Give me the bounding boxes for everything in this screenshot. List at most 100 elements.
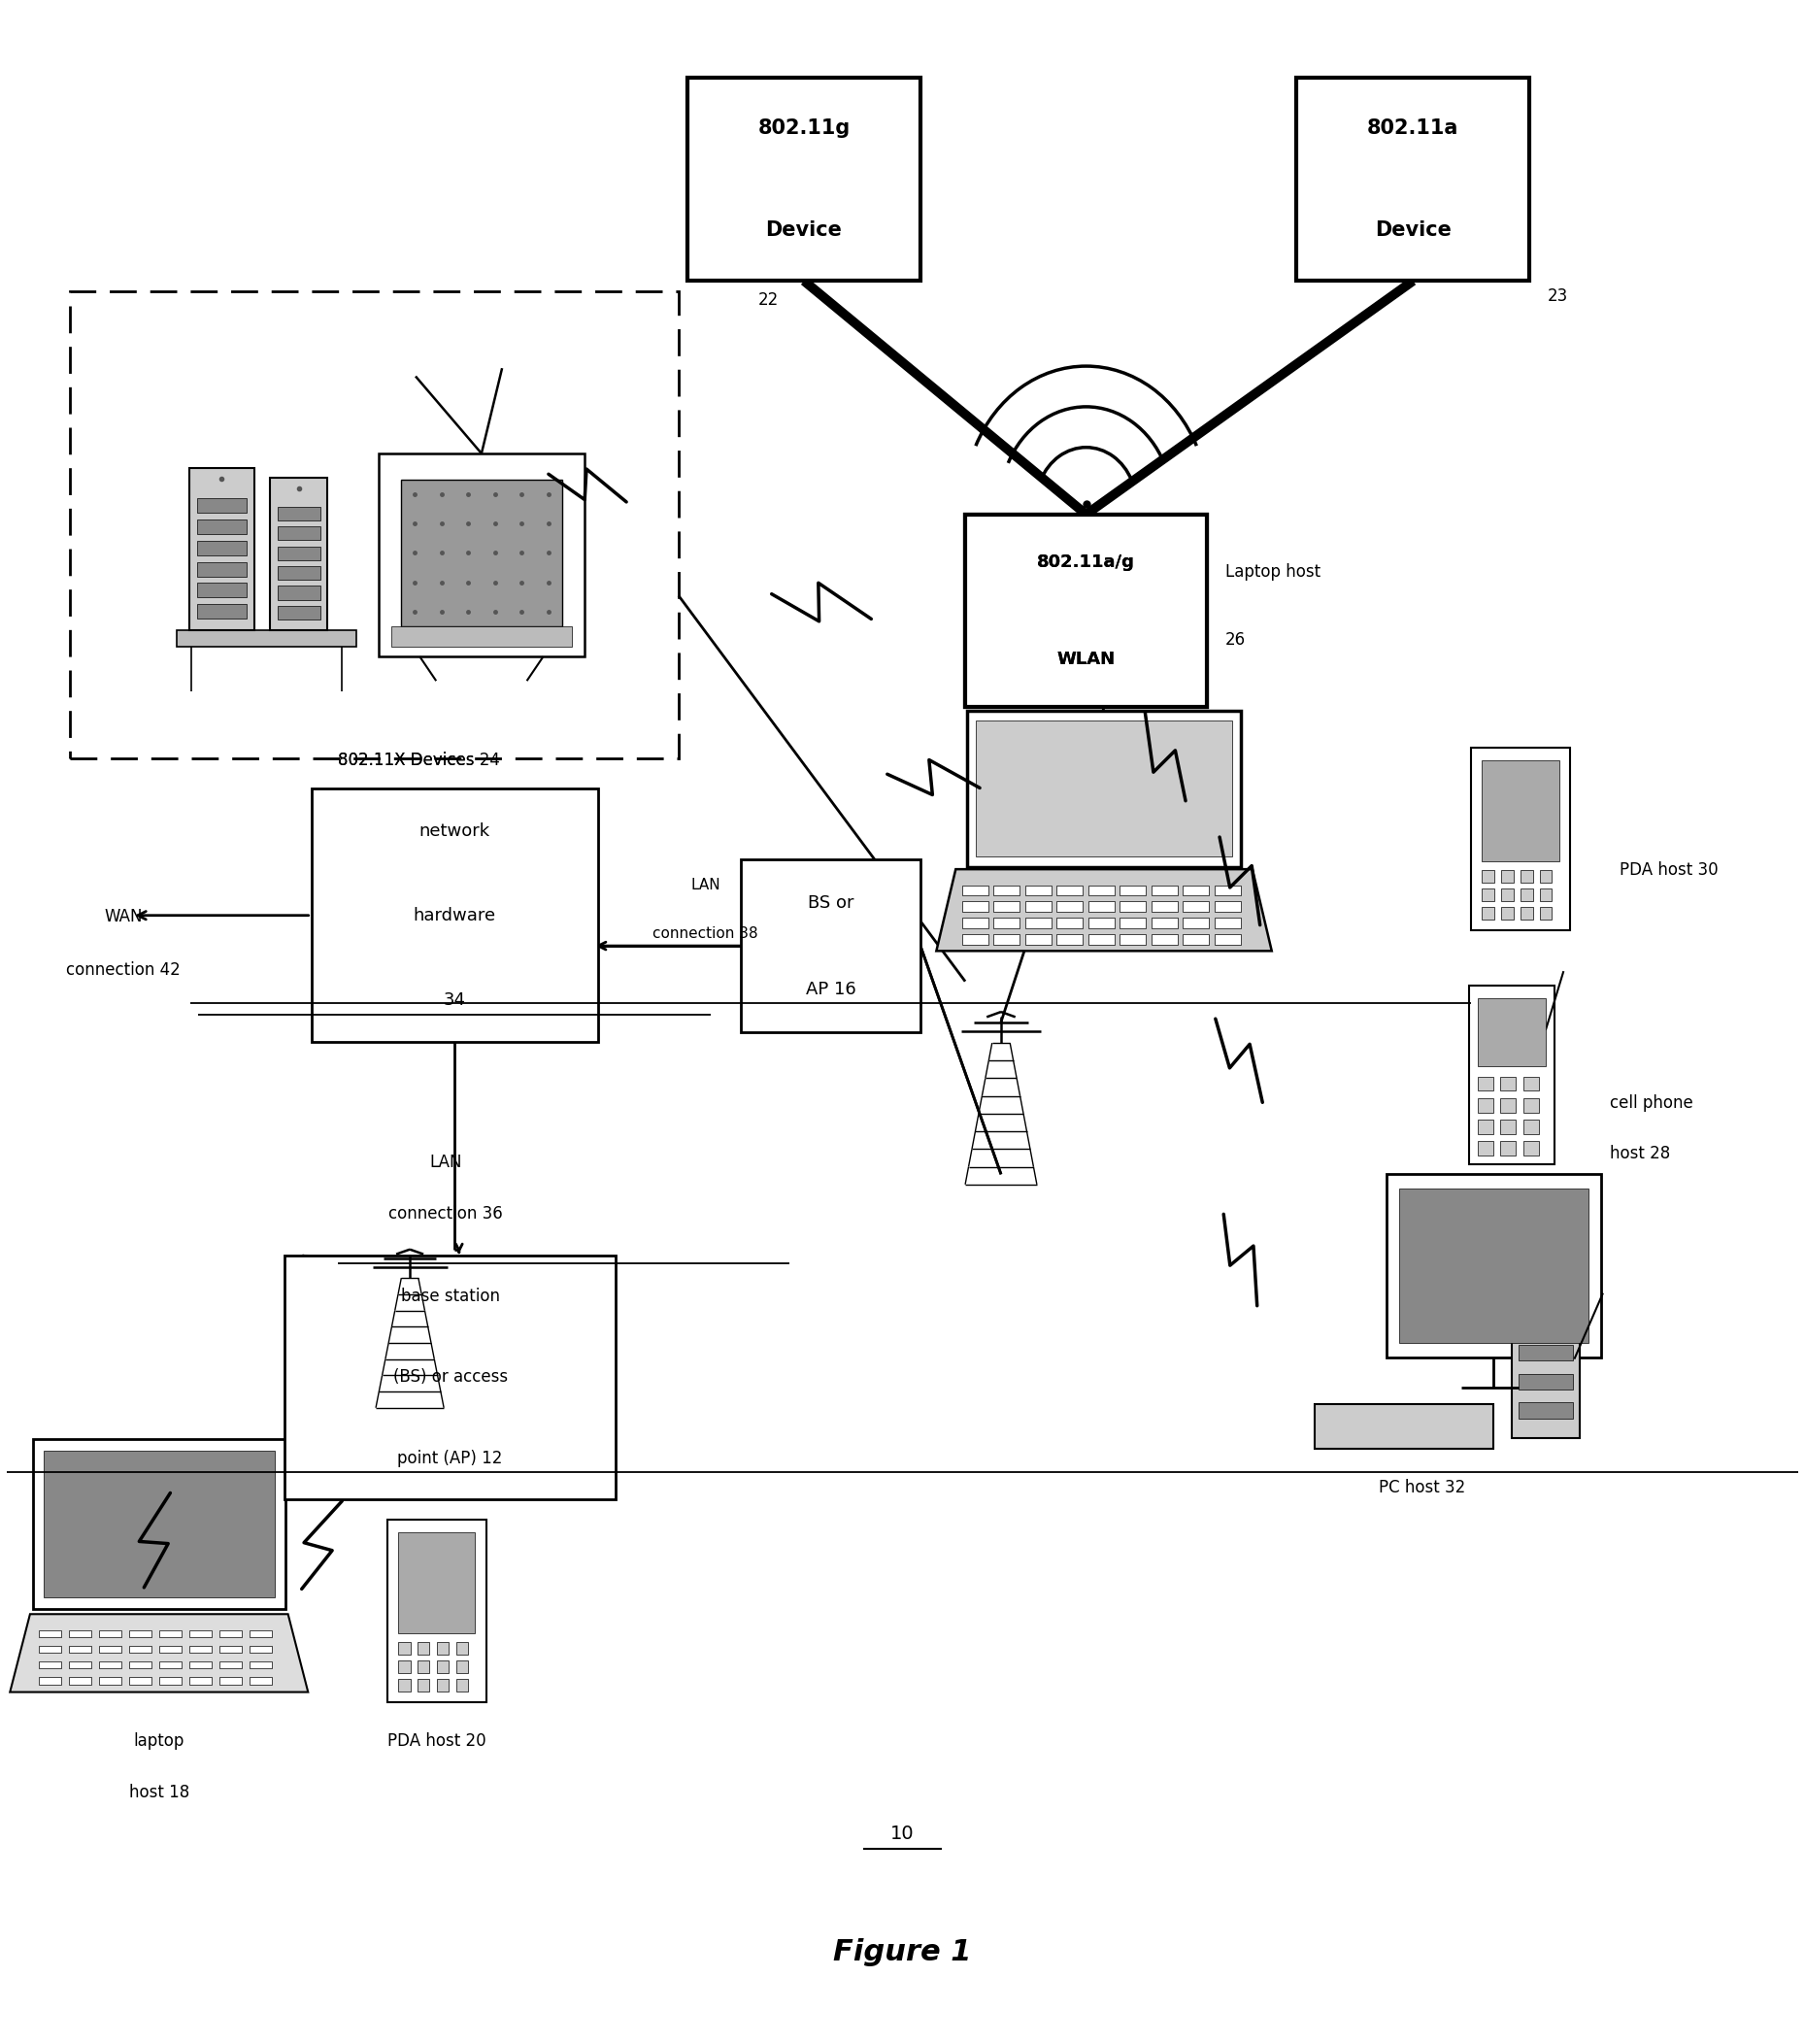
Text: 10: 10 bbox=[890, 1825, 915, 1844]
FancyBboxPatch shape bbox=[1088, 918, 1114, 928]
Text: WLAN: WLAN bbox=[1058, 650, 1115, 668]
FancyBboxPatch shape bbox=[69, 1629, 92, 1637]
FancyBboxPatch shape bbox=[457, 1641, 467, 1656]
FancyBboxPatch shape bbox=[1478, 1141, 1493, 1155]
FancyBboxPatch shape bbox=[1471, 748, 1570, 930]
FancyBboxPatch shape bbox=[249, 1676, 273, 1684]
FancyBboxPatch shape bbox=[1088, 901, 1114, 912]
Text: WLAN: WLAN bbox=[1058, 650, 1115, 668]
FancyBboxPatch shape bbox=[69, 1645, 92, 1654]
FancyBboxPatch shape bbox=[1025, 885, 1051, 895]
Text: LAN: LAN bbox=[430, 1155, 462, 1171]
FancyBboxPatch shape bbox=[99, 1629, 121, 1637]
FancyBboxPatch shape bbox=[177, 630, 356, 646]
FancyBboxPatch shape bbox=[278, 566, 319, 580]
Text: PDA host 30: PDA host 30 bbox=[1619, 861, 1718, 879]
FancyBboxPatch shape bbox=[1215, 918, 1240, 928]
FancyBboxPatch shape bbox=[197, 583, 247, 597]
Polygon shape bbox=[937, 869, 1273, 950]
FancyBboxPatch shape bbox=[1500, 1098, 1516, 1112]
FancyBboxPatch shape bbox=[1215, 934, 1240, 944]
FancyBboxPatch shape bbox=[197, 542, 247, 556]
Text: Figure 1: Figure 1 bbox=[834, 1938, 971, 1966]
FancyBboxPatch shape bbox=[249, 1662, 273, 1668]
Text: PDA host 20: PDA host 20 bbox=[388, 1733, 486, 1750]
FancyBboxPatch shape bbox=[38, 1645, 61, 1654]
FancyBboxPatch shape bbox=[1482, 908, 1495, 920]
Text: 802.11a/g: 802.11a/g bbox=[1038, 554, 1135, 572]
Text: WAN: WAN bbox=[105, 908, 143, 926]
Text: BS or: BS or bbox=[809, 893, 854, 912]
FancyBboxPatch shape bbox=[99, 1645, 121, 1654]
FancyBboxPatch shape bbox=[1088, 885, 1114, 895]
FancyBboxPatch shape bbox=[1502, 871, 1513, 883]
Text: network: network bbox=[419, 822, 491, 840]
FancyBboxPatch shape bbox=[1520, 889, 1532, 901]
FancyBboxPatch shape bbox=[1119, 901, 1146, 912]
FancyBboxPatch shape bbox=[278, 546, 319, 560]
FancyBboxPatch shape bbox=[1469, 985, 1554, 1165]
FancyBboxPatch shape bbox=[1182, 901, 1209, 912]
FancyBboxPatch shape bbox=[310, 789, 597, 1042]
FancyBboxPatch shape bbox=[1152, 934, 1177, 944]
FancyBboxPatch shape bbox=[1025, 918, 1051, 928]
FancyBboxPatch shape bbox=[995, 934, 1020, 944]
FancyBboxPatch shape bbox=[128, 1676, 152, 1684]
FancyBboxPatch shape bbox=[417, 1641, 430, 1656]
FancyBboxPatch shape bbox=[1482, 889, 1495, 901]
FancyBboxPatch shape bbox=[742, 861, 921, 1032]
FancyBboxPatch shape bbox=[1518, 1402, 1572, 1419]
Text: connection 42: connection 42 bbox=[67, 961, 180, 979]
FancyBboxPatch shape bbox=[1314, 1404, 1495, 1449]
FancyBboxPatch shape bbox=[1511, 1306, 1579, 1439]
FancyBboxPatch shape bbox=[1182, 934, 1209, 944]
FancyBboxPatch shape bbox=[1478, 997, 1545, 1065]
Text: host 18: host 18 bbox=[128, 1784, 190, 1801]
FancyBboxPatch shape bbox=[399, 1660, 410, 1672]
FancyBboxPatch shape bbox=[218, 1676, 242, 1684]
Text: 22: 22 bbox=[758, 290, 778, 309]
FancyBboxPatch shape bbox=[1518, 1345, 1572, 1361]
FancyBboxPatch shape bbox=[69, 1662, 92, 1668]
Polygon shape bbox=[11, 1615, 309, 1692]
FancyBboxPatch shape bbox=[38, 1662, 61, 1668]
FancyBboxPatch shape bbox=[388, 1519, 486, 1703]
FancyBboxPatch shape bbox=[977, 722, 1233, 856]
Text: 802.11X Devices: 802.11X Devices bbox=[338, 752, 480, 769]
Text: connection 36: connection 36 bbox=[388, 1204, 504, 1222]
Text: AP 16: AP 16 bbox=[805, 981, 856, 997]
FancyBboxPatch shape bbox=[1119, 918, 1146, 928]
FancyBboxPatch shape bbox=[1478, 1098, 1493, 1112]
FancyBboxPatch shape bbox=[128, 1645, 152, 1654]
FancyBboxPatch shape bbox=[218, 1645, 242, 1654]
FancyBboxPatch shape bbox=[1523, 1141, 1538, 1155]
FancyBboxPatch shape bbox=[1502, 908, 1513, 920]
FancyBboxPatch shape bbox=[967, 711, 1242, 867]
FancyBboxPatch shape bbox=[399, 1641, 410, 1656]
FancyBboxPatch shape bbox=[962, 901, 989, 912]
FancyBboxPatch shape bbox=[190, 1662, 211, 1668]
FancyBboxPatch shape bbox=[995, 918, 1020, 928]
FancyBboxPatch shape bbox=[69, 1676, 92, 1684]
FancyBboxPatch shape bbox=[966, 515, 1208, 707]
Text: LAN: LAN bbox=[691, 877, 720, 893]
FancyBboxPatch shape bbox=[962, 885, 989, 895]
FancyBboxPatch shape bbox=[197, 605, 247, 619]
FancyBboxPatch shape bbox=[285, 1255, 616, 1498]
FancyBboxPatch shape bbox=[218, 1629, 242, 1637]
FancyBboxPatch shape bbox=[1056, 934, 1083, 944]
FancyBboxPatch shape bbox=[1523, 1098, 1538, 1112]
Text: 802.11a/g: 802.11a/g bbox=[1038, 554, 1135, 572]
Text: point (AP) 12: point (AP) 12 bbox=[397, 1449, 504, 1468]
FancyBboxPatch shape bbox=[218, 1662, 242, 1668]
FancyBboxPatch shape bbox=[1478, 1077, 1493, 1091]
FancyBboxPatch shape bbox=[197, 562, 247, 576]
FancyBboxPatch shape bbox=[1482, 871, 1495, 883]
Text: laptop: laptop bbox=[134, 1733, 184, 1750]
Text: 26: 26 bbox=[1226, 632, 1245, 648]
FancyBboxPatch shape bbox=[1523, 1077, 1538, 1091]
Text: PC host 32: PC host 32 bbox=[1379, 1480, 1466, 1496]
FancyBboxPatch shape bbox=[1540, 908, 1552, 920]
FancyBboxPatch shape bbox=[1088, 934, 1114, 944]
Text: Device: Device bbox=[765, 221, 843, 239]
